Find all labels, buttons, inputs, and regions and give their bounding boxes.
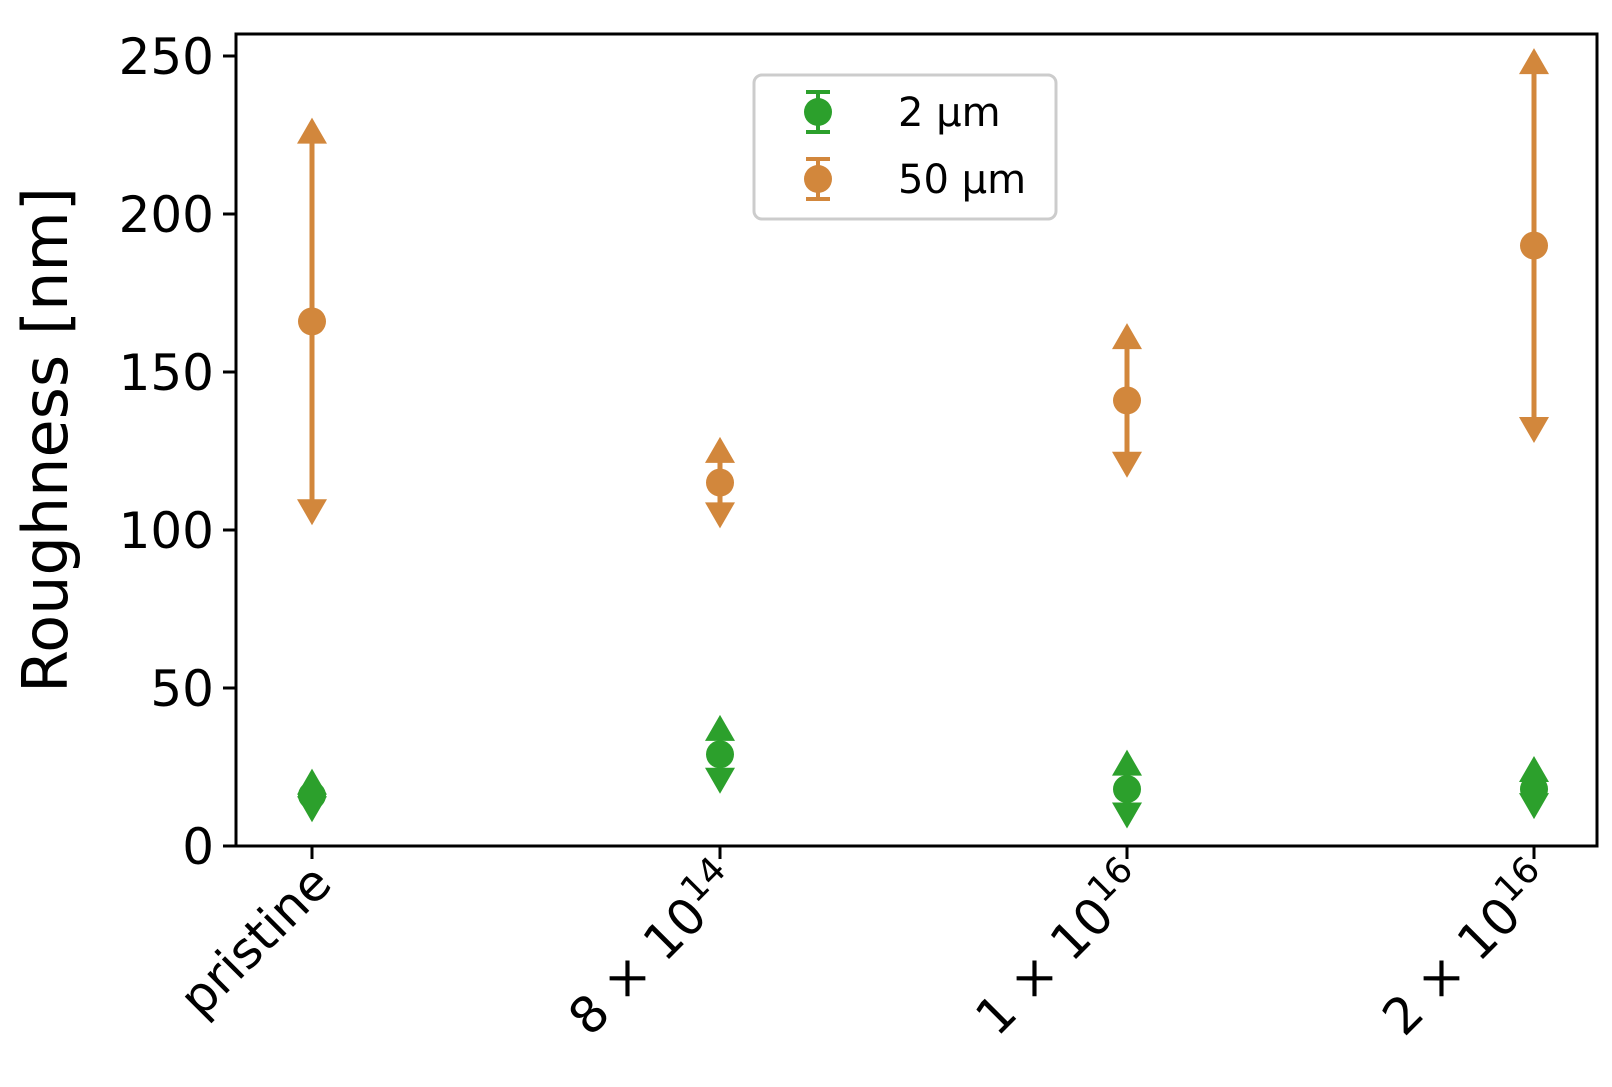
data-point [298,307,326,336]
legend-label: 50 µm [898,157,1026,203]
x-tick-label-base: 1 × 10 [964,886,1125,1047]
x-tick-label: 8 × 1014 [553,849,750,1046]
y-tick-label: 50 [150,660,214,718]
data-marks [297,48,1549,829]
data-point [298,781,326,810]
upper-limit-arrow [1112,749,1142,776]
x-tick-label: 1 × 1016 [960,849,1157,1046]
data-point [1113,386,1141,415]
upper-limit-arrow [1112,323,1142,350]
series-1 [297,48,1549,529]
y-tick-label: 250 [119,28,214,86]
y-tick-label: 200 [119,186,214,244]
data-point [1113,775,1141,804]
y-tick-label: 100 [119,502,214,560]
y-axis-title: Roughness [nm] [9,187,82,693]
x-axis: pristine 8 × 1014 1 × 1016 2 × 1016 [168,846,1564,1046]
x-tick-label-base: 2 × 10 [1371,886,1532,1047]
x-tick-label: pristine [168,853,342,1027]
plot-frame [234,32,1599,848]
lower-limit-arrow [705,767,735,794]
x-tick-label-base: 8 × 10 [557,886,718,1047]
y-tick-label: 0 [182,818,214,876]
upper-limit-arrow [297,117,327,144]
legend-entry: 50 µm [804,157,1026,203]
upper-limit-arrow [1519,48,1549,75]
upper-limit-arrow [1519,756,1549,782]
upper-limit-arrow [705,714,735,741]
legend-label: 2 µm [898,90,1001,136]
y-axis: 0 50 100 150 200 250 [119,28,236,876]
legend-marker [804,98,832,126]
data-point [706,740,734,769]
lower-limit-arrow [1112,451,1142,478]
lower-limit-arrow [1519,417,1549,444]
data-point [1520,775,1548,804]
x-tick-label-base: pristine [168,853,342,1027]
lower-limit-arrow [1112,802,1142,829]
data-point [706,468,734,497]
legend: 2 µm 50 µm [752,73,1058,221]
x-tick-label: 2 × 1016 [1367,849,1564,1046]
lower-limit-arrow [297,499,327,526]
upper-limit-arrow [705,436,735,463]
legend-marker [804,165,832,193]
legend-entry: 2 µm [804,90,1001,136]
series-0 [297,714,1549,829]
data-point [1520,231,1548,260]
lower-limit-arrow [705,502,735,529]
y-tick-label: 150 [119,344,214,402]
